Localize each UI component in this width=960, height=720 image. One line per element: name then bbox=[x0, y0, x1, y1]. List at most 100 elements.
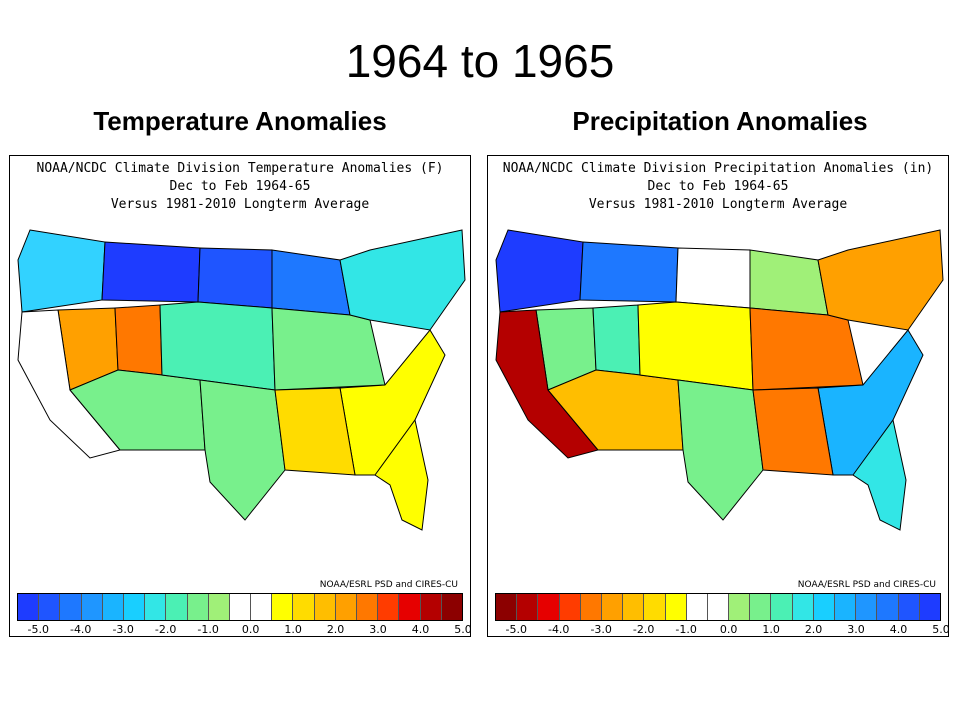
colorbar-tick-label: 0.0 bbox=[241, 623, 260, 636]
region-central-plains bbox=[637, 301, 754, 391]
us-map bbox=[17, 229, 466, 531]
temperature-heading: Temperature Anomalies bbox=[93, 106, 387, 136]
colorbar-swatch bbox=[750, 594, 772, 620]
colorbar-swatch bbox=[229, 594, 252, 620]
region-northeast bbox=[339, 229, 466, 331]
colorbar-tick-label: 2.0 bbox=[326, 623, 345, 636]
colorbar-tick-label: 0.0 bbox=[719, 623, 738, 636]
region-texas bbox=[677, 379, 764, 521]
colorbar-tick-label: -1.0 bbox=[675, 623, 697, 636]
colorbar-swatch bbox=[293, 594, 315, 620]
region-southeast bbox=[339, 329, 446, 476]
colorbar-tick-label: -5.0 bbox=[27, 623, 49, 636]
colorbar-swatch bbox=[601, 594, 624, 620]
colorbar-swatch bbox=[898, 594, 920, 620]
colorbar-tick-label: -2.0 bbox=[154, 623, 177, 636]
colorbar-swatch bbox=[496, 594, 518, 620]
colorbar-swatch bbox=[166, 594, 188, 620]
colorbar-swatch bbox=[187, 594, 209, 620]
colorbar-swatch bbox=[665, 594, 687, 620]
credit-label: NOAA/ESRL PSD and CIRES-CU bbox=[797, 580, 936, 590]
precipitation-map-panel: NOAA/NCDC Climate Division Precipitation… bbox=[487, 155, 950, 637]
region-california bbox=[17, 309, 121, 459]
colorbar-swatch bbox=[357, 594, 379, 620]
colorbar-swatch bbox=[18, 594, 40, 620]
us-map bbox=[495, 229, 944, 531]
colorbar-tick-label: 4.0 bbox=[411, 623, 430, 636]
region-utah-plateau bbox=[592, 304, 641, 376]
region-central-plains bbox=[159, 301, 276, 391]
region-california bbox=[495, 309, 599, 459]
colorbar-swatch bbox=[81, 594, 103, 620]
map-title-line-2: Dec to Feb 1964-65 bbox=[169, 179, 311, 194]
colorbar-swatch bbox=[39, 594, 61, 620]
colorbar-swatch bbox=[707, 594, 730, 620]
colorbar-swatch bbox=[251, 594, 273, 620]
colorbar-swatch bbox=[60, 594, 82, 620]
colorbar-tick-label: -5.0 bbox=[505, 623, 527, 636]
colorbar-tick-label: -4.0 bbox=[69, 623, 92, 636]
map-title-line-3: Versus 1981-2010 Longterm Average bbox=[110, 197, 370, 212]
colorbar-tick-label: -1.0 bbox=[197, 623, 219, 636]
colorbar-tick-label: 2.0 bbox=[804, 623, 823, 636]
region-texas bbox=[199, 379, 286, 521]
colorbar-tick-label: 5.0 bbox=[932, 623, 950, 636]
map-title-line-2: Dec to Feb 1964-65 bbox=[647, 179, 789, 194]
colorbar-tick-label: 1.0 bbox=[762, 623, 780, 636]
colorbar-tick-label: 3.0 bbox=[847, 623, 865, 636]
colorbar-swatch bbox=[538, 594, 560, 620]
colorbar-tick-label: 4.0 bbox=[889, 623, 908, 636]
colorbar bbox=[17, 593, 463, 621]
colorbar-swatch bbox=[102, 594, 124, 620]
colorbar-swatch bbox=[686, 594, 708, 620]
region-upper-midwest bbox=[271, 249, 351, 316]
colorbar-swatch bbox=[792, 594, 814, 620]
colorbar-tick-label: 3.0 bbox=[369, 623, 387, 636]
colorbar-swatch bbox=[420, 594, 442, 620]
region-northern-rockies bbox=[579, 241, 679, 303]
colorbar-tick-label: -3.0 bbox=[590, 623, 612, 636]
map-title-line-1: NOAA/NCDC Climate Division Precipitation… bbox=[502, 161, 934, 176]
map-title-line-1: NOAA/NCDC Climate Division Temperature A… bbox=[36, 161, 444, 176]
colorbar-swatch bbox=[145, 594, 167, 620]
colorbar-swatch bbox=[441, 594, 462, 620]
region-upper-midwest bbox=[749, 249, 829, 316]
colorbar-swatch bbox=[580, 594, 602, 620]
region-northern-rockies bbox=[101, 241, 201, 303]
colorbar-tick-label: 5.0 bbox=[454, 623, 472, 636]
precipitation-heading: Precipitation Anomalies bbox=[572, 106, 868, 136]
colorbar-swatch bbox=[856, 594, 878, 620]
map-header: NOAA/NCDC Climate Division Temperature A… bbox=[10, 160, 470, 214]
map-header: NOAA/NCDC Climate Division Precipitation… bbox=[488, 160, 948, 214]
colorbar-swatch bbox=[877, 594, 899, 620]
colorbar-swatch bbox=[314, 594, 336, 620]
colorbar-tick-label: 1.0 bbox=[284, 623, 302, 636]
colorbar-swatch bbox=[399, 594, 421, 620]
colorbar-tick-label: -4.0 bbox=[547, 623, 570, 636]
region-florida bbox=[852, 418, 907, 531]
slide-title: 1964 to 1965 bbox=[345, 35, 615, 87]
region-pacific-northwest bbox=[17, 229, 106, 313]
colorbar-swatch bbox=[623, 594, 645, 620]
region-northeast bbox=[817, 229, 944, 331]
colorbar-swatch bbox=[835, 594, 857, 620]
colorbar-swatch bbox=[729, 594, 751, 620]
region-northern-plains bbox=[197, 247, 273, 309]
region-pacific-northwest bbox=[495, 229, 584, 313]
region-utah-plateau bbox=[114, 304, 163, 376]
colorbar-tick-label: -3.0 bbox=[112, 623, 134, 636]
colorbar-swatch bbox=[813, 594, 835, 620]
colorbar-swatch bbox=[123, 594, 146, 620]
region-northern-plains bbox=[675, 247, 751, 309]
map-title-line-3: Versus 1981-2010 Longterm Average bbox=[588, 197, 848, 212]
colorbar-tick-label: -2.0 bbox=[632, 623, 655, 636]
colorbar-ticks: -5.0 -4.0 -3.0 -2.0 -1.0 0.0 1.0 2.0 3.0 4.0 5.0 bbox=[17, 623, 472, 637]
colorbar-swatch bbox=[272, 594, 294, 620]
region-gulf-coast bbox=[274, 387, 356, 476]
colorbar-swatch bbox=[208, 594, 230, 620]
region-ohio-valley bbox=[271, 307, 386, 391]
region-gulf-coast bbox=[752, 387, 834, 476]
region-ohio-valley bbox=[749, 307, 864, 391]
colorbar bbox=[495, 593, 941, 621]
region-southeast bbox=[817, 329, 924, 476]
